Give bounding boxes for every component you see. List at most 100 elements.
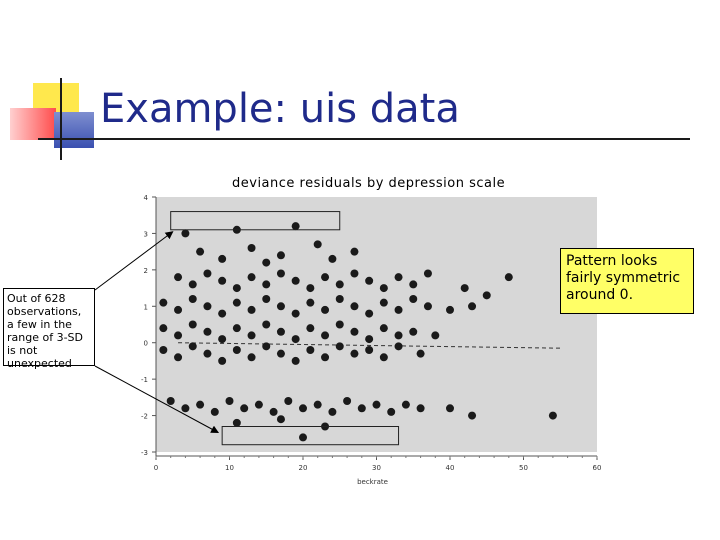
- data-point: [254, 400, 263, 409]
- data-point: [232, 284, 241, 293]
- y-tick-label: 1: [144, 303, 148, 311]
- data-point: [247, 331, 256, 340]
- data-point: [196, 400, 205, 409]
- data-point: [313, 400, 322, 409]
- data-point: [174, 305, 183, 314]
- data-point: [350, 327, 359, 336]
- data-point: [423, 302, 432, 311]
- data-point: [387, 407, 396, 416]
- data-point: [196, 247, 205, 256]
- data-point: [446, 305, 454, 314]
- x-tick-label: 40: [446, 464, 455, 472]
- data-point: [306, 284, 315, 293]
- data-point: [409, 280, 418, 289]
- data-point: [423, 269, 432, 278]
- data-point: [203, 302, 212, 311]
- data-point: [262, 295, 271, 303]
- data-point: [321, 331, 330, 340]
- arrow-to-top-box: [94, 231, 174, 291]
- data-point: [335, 280, 344, 289]
- x-tick-label: 30: [372, 464, 381, 472]
- data-point: [269, 407, 278, 416]
- x-tick-label: 10: [225, 464, 234, 472]
- x-tick-label: 0: [154, 464, 158, 472]
- data-point: [232, 298, 241, 307]
- data-point: [210, 407, 219, 416]
- data-point: [299, 433, 307, 442]
- data-point: [321, 305, 330, 314]
- data-point: [247, 305, 256, 314]
- data-point: [291, 309, 300, 318]
- highlight-box-bottom: [221, 426, 400, 446]
- data-point: [446, 404, 454, 413]
- plot-background: [156, 197, 597, 452]
- data-point: [372, 400, 381, 409]
- data-point: [174, 331, 183, 340]
- data-point: [343, 397, 352, 405]
- data-point: [218, 254, 227, 263]
- data-point: [365, 335, 374, 344]
- data-point: [394, 331, 403, 340]
- data-point: [431, 331, 440, 340]
- data-point: [188, 280, 197, 289]
- data-point: [416, 404, 425, 413]
- data-point: [357, 404, 366, 413]
- data-point: [291, 335, 300, 344]
- data-point: [409, 295, 418, 303]
- data-point: [291, 356, 300, 365]
- data-point: [335, 320, 344, 329]
- data-point: [299, 404, 307, 413]
- data-point: [350, 269, 359, 278]
- y-tick-label: 4: [144, 194, 149, 202]
- y-tick-label: -1: [141, 376, 148, 384]
- data-point: [365, 309, 374, 318]
- y-tick-label: -3: [141, 449, 148, 457]
- data-point: [468, 302, 477, 311]
- data-point: [188, 295, 197, 303]
- y-tick-label: 2: [144, 267, 148, 275]
- data-point: [218, 356, 227, 365]
- data-point: [284, 397, 293, 405]
- data-point: [548, 411, 557, 420]
- data-point: [504, 273, 513, 282]
- logo-vertical-line: [60, 78, 62, 160]
- title-underline: [38, 138, 690, 140]
- y-tick-label: 3: [144, 230, 148, 238]
- data-point: [313, 240, 322, 249]
- data-point: [232, 324, 241, 333]
- data-point: [247, 353, 256, 362]
- data-point: [188, 342, 197, 351]
- arrow-to-bottom-box: [94, 365, 220, 433]
- data-point: [181, 404, 190, 413]
- data-point: [188, 320, 197, 329]
- x-tick-label: 50: [519, 464, 528, 472]
- callout-left: Out of 628 observations, a few in the ra…: [3, 288, 95, 370]
- data-point: [306, 298, 315, 307]
- data-point: [365, 276, 374, 285]
- x-tick-label: 20: [299, 464, 308, 472]
- data-point: [218, 309, 227, 318]
- data-point: [218, 335, 227, 344]
- data-point: [262, 258, 271, 267]
- data-point: [350, 302, 359, 311]
- data-point: [291, 276, 300, 285]
- data-point: [276, 269, 285, 278]
- data-point: [306, 346, 315, 354]
- data-point: [291, 222, 300, 231]
- data-point: [203, 349, 212, 358]
- data-point: [350, 349, 359, 358]
- data-point: [328, 407, 337, 416]
- data-point: [379, 353, 388, 362]
- data-point: [166, 397, 175, 405]
- data-point: [276, 415, 285, 424]
- data-point: [174, 273, 183, 282]
- y-tick-label: -2: [141, 413, 148, 421]
- logo-red-square: [10, 108, 56, 140]
- data-point: [468, 411, 477, 420]
- data-point: [379, 324, 388, 333]
- highlight-box-top: [170, 211, 341, 231]
- data-point: [321, 353, 330, 362]
- data-point: [321, 273, 330, 282]
- data-point: [203, 269, 212, 278]
